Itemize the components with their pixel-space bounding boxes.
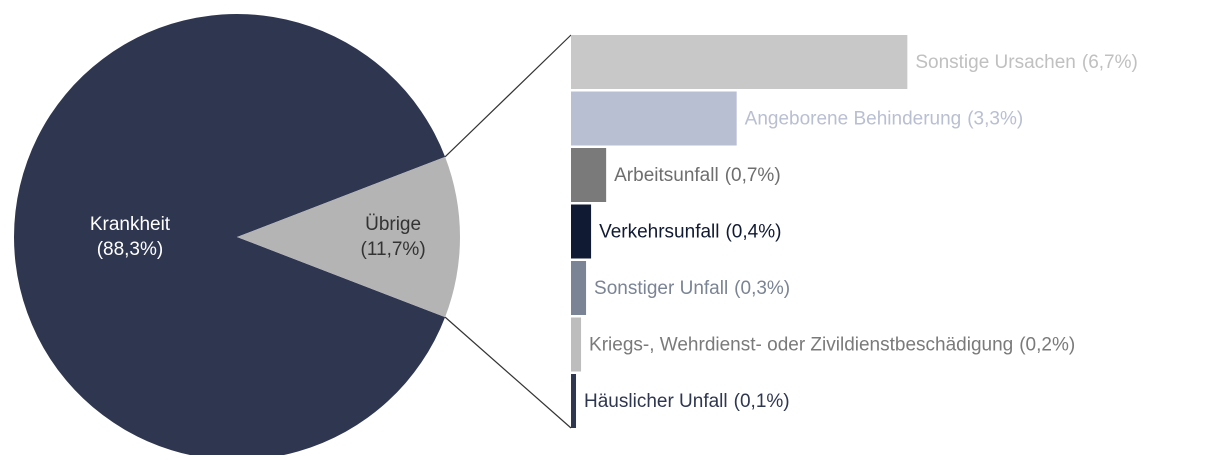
connector-line	[444, 34, 572, 158]
category-label: Verkehrsunfall	[599, 222, 719, 243]
category-label: Häuslicher Unfall	[584, 391, 728, 412]
category-label: Arbeitsunfall	[614, 165, 719, 186]
slice-label: Krankheit	[90, 214, 171, 235]
bar	[571, 374, 577, 428]
pie-slice	[14, 14, 446, 460]
value-label: (0,3%)	[734, 278, 790, 299]
bar	[571, 261, 587, 315]
category-label: Sonstiger Unfall	[594, 278, 728, 299]
value-label: (0,7%)	[725, 165, 781, 186]
slice-value-label: (88,3%)	[97, 239, 164, 260]
bar	[571, 35, 908, 89]
bar-label: Sonstige Ursachen (6,7%)	[915, 52, 1138, 73]
bar-label: Arbeitsunfall (0,7%)	[614, 165, 781, 186]
bar-label: Angeborene Behinderung (3,3%)	[745, 109, 1024, 130]
bar	[571, 317, 582, 372]
value-label: (0,2%)	[1019, 335, 1075, 356]
bar	[571, 91, 737, 146]
value-label: (0,1%)	[734, 391, 790, 412]
value-label: (6,7%)	[1082, 52, 1138, 73]
slice-label: Übrige	[365, 214, 421, 235]
bar-label: Häuslicher Unfall (0,1%)	[584, 391, 790, 412]
bar	[571, 204, 592, 259]
value-label: (3,3%)	[967, 109, 1023, 130]
pie-slice	[237, 156, 461, 318]
bar	[571, 148, 607, 202]
value-label: (0,4%)	[725, 222, 781, 243]
slice-value-label: (11,7%)	[361, 239, 426, 260]
bar-label: Kriegs-, Wehrdienst- oder Zivildienstbes…	[589, 335, 1075, 356]
bar-label: Verkehrsunfall (0,4%)	[599, 222, 781, 243]
category-label: Angeborene Behinderung	[745, 109, 962, 130]
connector-line	[444, 316, 572, 429]
category-label: Kriegs-, Wehrdienst- oder Zivildienstbes…	[589, 335, 1013, 356]
category-label: Sonstige Ursachen	[915, 52, 1076, 73]
bar-label: Sonstiger Unfall (0,3%)	[594, 278, 790, 299]
